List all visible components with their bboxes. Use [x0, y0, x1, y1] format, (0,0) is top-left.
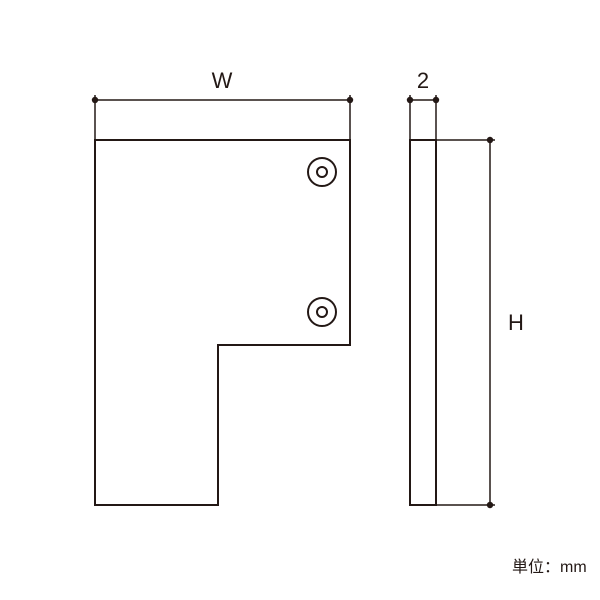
- dim-t-term-left: [407, 97, 413, 103]
- dim-h-term-top: [487, 137, 493, 143]
- dim-thickness-label: 2: [417, 68, 429, 93]
- dim-h-term-bottom: [487, 502, 493, 508]
- unit-note: 単位：mm: [512, 558, 587, 576]
- dim-h-label: H: [508, 310, 524, 335]
- mounting-hole-inner-1: [317, 307, 327, 317]
- side-view-outline: [410, 140, 436, 505]
- mounting-hole-inner-0: [317, 167, 327, 177]
- mounting-hole-outer-1: [308, 298, 336, 326]
- dim-w-term-left: [92, 97, 98, 103]
- dim-w-label: W: [212, 68, 233, 93]
- mounting-hole-outer-0: [308, 158, 336, 186]
- dim-t-term-right: [433, 97, 439, 103]
- dim-w-term-right: [347, 97, 353, 103]
